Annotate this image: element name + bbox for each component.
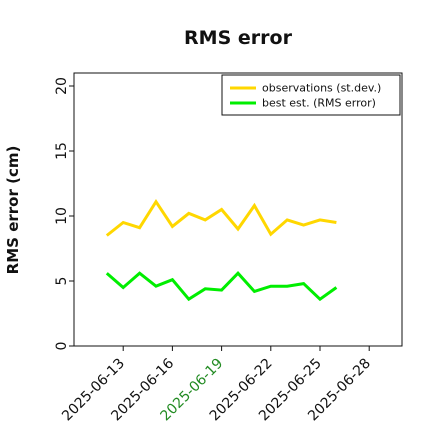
series-layer: [105, 198, 338, 302]
y-tick-label: 0: [54, 342, 70, 351]
legend: observations (st.dev.) best est. (RMS err…: [221, 74, 401, 116]
y-tick-label: 10: [54, 207, 70, 225]
chart-title: RMS error: [184, 27, 293, 49]
y-tick-label: 15: [54, 142, 70, 160]
legend-label-0: observations (st.dev.): [262, 82, 381, 95]
series-line-1: [105, 271, 338, 302]
y-axis-label: RMS error (cm): [4, 146, 22, 275]
legend-box: [221, 74, 401, 116]
y-axis: 0 5 10 15 20: [54, 77, 74, 350]
y-tick-label: 20: [54, 77, 70, 95]
x-axis: 2025-06-132025-06-162025-06-192025-06-22…: [59, 346, 374, 424]
legend-label-1: best est. (RMS error): [262, 97, 376, 110]
plot-area: [73, 72, 403, 347]
series-line-0: [105, 198, 337, 237]
y-tick-label: 5: [54, 277, 70, 286]
